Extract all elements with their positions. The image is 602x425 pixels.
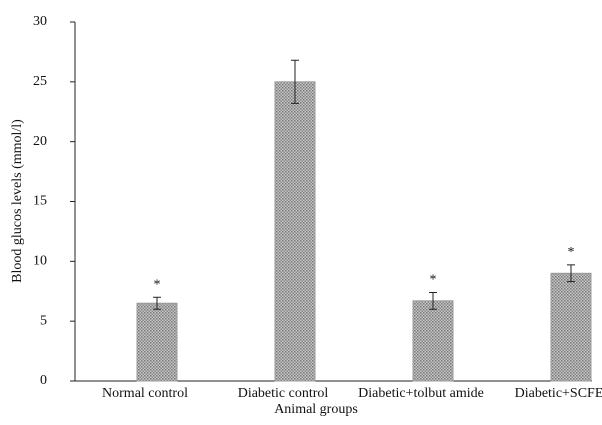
error-bar xyxy=(291,59,299,104)
bar xyxy=(550,272,592,382)
y-axis-title: Blood glucos levels (mmol/l) xyxy=(10,119,25,283)
y-tick-label: 20 xyxy=(33,134,47,149)
bar xyxy=(412,300,454,382)
error-bar xyxy=(567,264,575,283)
y-tick-label: 30 xyxy=(33,14,47,29)
x-tick-label: Diabetic+SCFE xyxy=(515,386,602,401)
x-tick-label: Diabetic control xyxy=(238,386,329,401)
significance-marker: * xyxy=(154,277,161,292)
error-bar xyxy=(429,291,437,310)
y-tick-label: 10 xyxy=(33,254,47,269)
y-tick-label: 15 xyxy=(33,194,47,209)
bar xyxy=(136,302,178,382)
y-tick-label: 25 xyxy=(33,74,47,89)
significance-marker: * xyxy=(568,245,575,260)
bar xyxy=(274,81,316,382)
significance-marker: * xyxy=(430,273,437,288)
error-bar xyxy=(153,296,161,310)
y-tick-label: 5 xyxy=(40,313,47,328)
x-tick-label: Normal control xyxy=(102,386,188,401)
x-axis-title: Animal groups xyxy=(274,402,358,417)
y-tick-label: 0 xyxy=(40,373,47,388)
x-tick-label: Diabetic+tolbut amide xyxy=(358,386,484,401)
